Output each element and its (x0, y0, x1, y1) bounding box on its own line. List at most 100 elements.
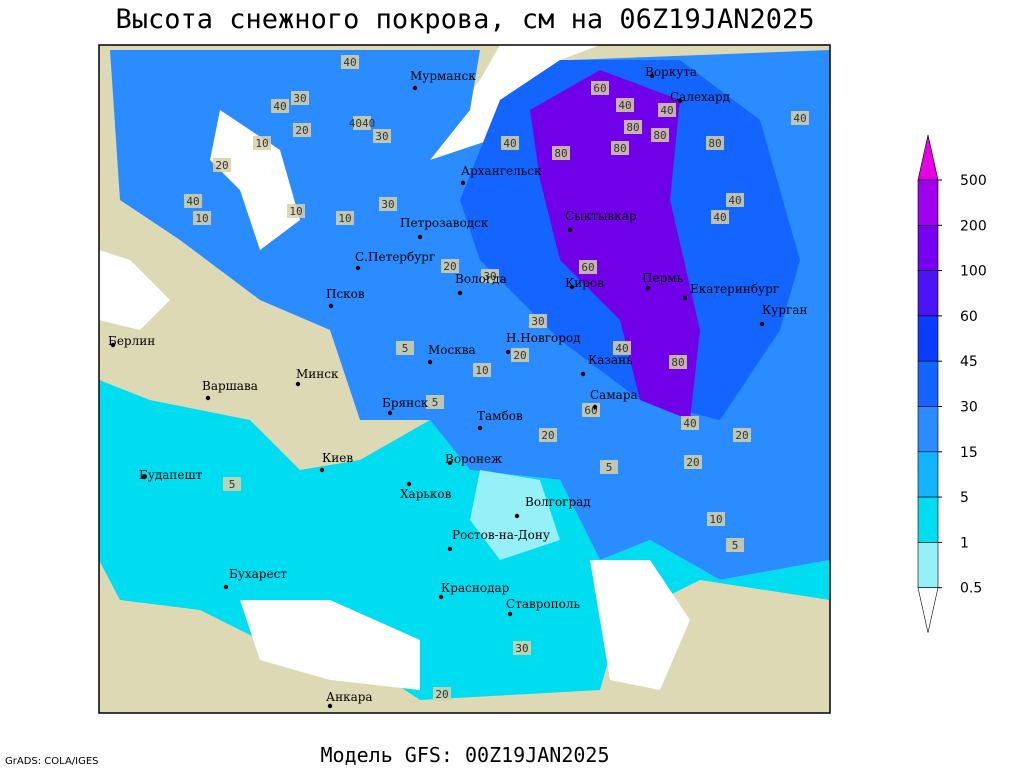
contour-label-box (624, 120, 642, 134)
model-caption: Модель GFS: 00Z19JAN2025 (321, 743, 610, 767)
contour-label-box (441, 259, 459, 273)
contour-label-box (726, 193, 744, 207)
contour-label-box (184, 194, 202, 208)
contour-label: 60 (581, 261, 594, 274)
contour-label-box (293, 123, 311, 137)
baltic-sea (210, 110, 300, 250)
city-label: Екатеринбург (690, 282, 779, 296)
contour-label-box (336, 211, 354, 225)
city-label: Сыктывкар (565, 209, 637, 223)
city-label: Берлин (108, 334, 155, 348)
contour-label: 20 (541, 429, 554, 442)
credit: GrADS: COLA/IGES (5, 756, 99, 767)
city-dot (507, 611, 513, 617)
legend-label: 30 (960, 400, 978, 416)
contour-label-box (658, 103, 676, 117)
legend-swatch (917, 496, 939, 543)
contour-label: 30 (515, 642, 528, 655)
city-dot (447, 546, 453, 552)
contour-label: 20 (735, 429, 748, 442)
city-dot (569, 284, 575, 290)
city-dot (645, 285, 651, 291)
contour-label: 40 (728, 194, 741, 207)
city-label: Тамбов (477, 409, 523, 423)
contour-label: 40 (618, 99, 631, 112)
contour-label-box (223, 477, 241, 491)
contour-label: 30 (381, 198, 394, 211)
city-label: Будапешт (139, 468, 203, 482)
contour-label: 20 (513, 349, 526, 362)
legend-label: 45 (960, 354, 978, 370)
contour-label-box (193, 211, 211, 225)
contour-label: 40 (660, 104, 673, 117)
north-sea (99, 250, 170, 330)
contour-label: 5 (432, 396, 439, 409)
contour-label-box (733, 428, 751, 442)
contour-label: 40 (273, 100, 286, 113)
contour-label-box (529, 314, 547, 328)
legend-swatch (917, 406, 939, 453)
contour-label: 20 (686, 456, 699, 469)
city-dot (477, 425, 483, 431)
contour-label: 10 (289, 205, 302, 218)
contour-label: 40 (186, 195, 199, 208)
city-label: Мурманск (410, 69, 476, 83)
city-dot (505, 349, 511, 355)
contour-label: 4040 (349, 117, 376, 130)
city-dot (649, 73, 655, 79)
contour-label-box (353, 116, 371, 130)
city-dot (682, 295, 688, 301)
contour-label-box (473, 363, 491, 377)
city-label: Самара (590, 388, 638, 402)
contour-label: 80 (671, 356, 684, 369)
city-label: Ставрополь (506, 597, 580, 611)
city-label: Салехард (670, 90, 730, 104)
city-dot (457, 290, 463, 296)
city-dot (387, 410, 393, 416)
city-label: Воронеж (445, 452, 502, 466)
contour-label-box (513, 641, 531, 655)
legend-swatch (917, 134, 939, 181)
contour-label-box (611, 141, 629, 155)
map-area (99, 45, 830, 713)
city-label: Брянск (382, 396, 429, 410)
city-dot (417, 234, 423, 240)
contour-label: 30 (531, 315, 544, 328)
city-dot (355, 265, 361, 271)
city-label: Пермь (642, 271, 684, 285)
legend-swatch (917, 179, 939, 226)
contour-label-box (684, 455, 702, 469)
cities: Мурманск Архангельск Воркута Салехард Петроз… (108, 65, 807, 709)
contour-label-box (379, 197, 397, 211)
contour-label: 10 (709, 513, 722, 526)
city-dot (205, 395, 211, 401)
contour-label: 20 (443, 260, 456, 273)
contour-label-box (501, 136, 519, 150)
contour-label-box (481, 269, 499, 283)
city-dot (223, 584, 229, 590)
city-dot (567, 227, 573, 233)
contour-label: 60 (593, 82, 606, 95)
city-label: Воркута (645, 65, 697, 79)
contour-label-box (726, 538, 744, 552)
land (99, 300, 340, 470)
legend-label: 500 (960, 173, 987, 189)
contour-label-box (651, 128, 669, 142)
city-label: Вологда (455, 272, 507, 286)
contour-label-box (341, 55, 359, 69)
contour-label: 80 (554, 147, 567, 160)
contour-label: 20 (295, 124, 308, 137)
city-dot (110, 342, 116, 348)
black-sea (240, 600, 420, 690)
contour-label: 40 (615, 342, 628, 355)
legend-label: 60 (960, 309, 978, 325)
legend-label: 1 (960, 535, 969, 551)
contour-label: 80 (653, 129, 666, 142)
contour-label: 40 (713, 211, 726, 224)
contour-label: 40 (683, 417, 696, 430)
contour-label-box (253, 136, 271, 150)
contour-label-box (681, 416, 699, 430)
city-label: Краснодар (441, 581, 510, 595)
contour-label: 20 (435, 688, 448, 701)
